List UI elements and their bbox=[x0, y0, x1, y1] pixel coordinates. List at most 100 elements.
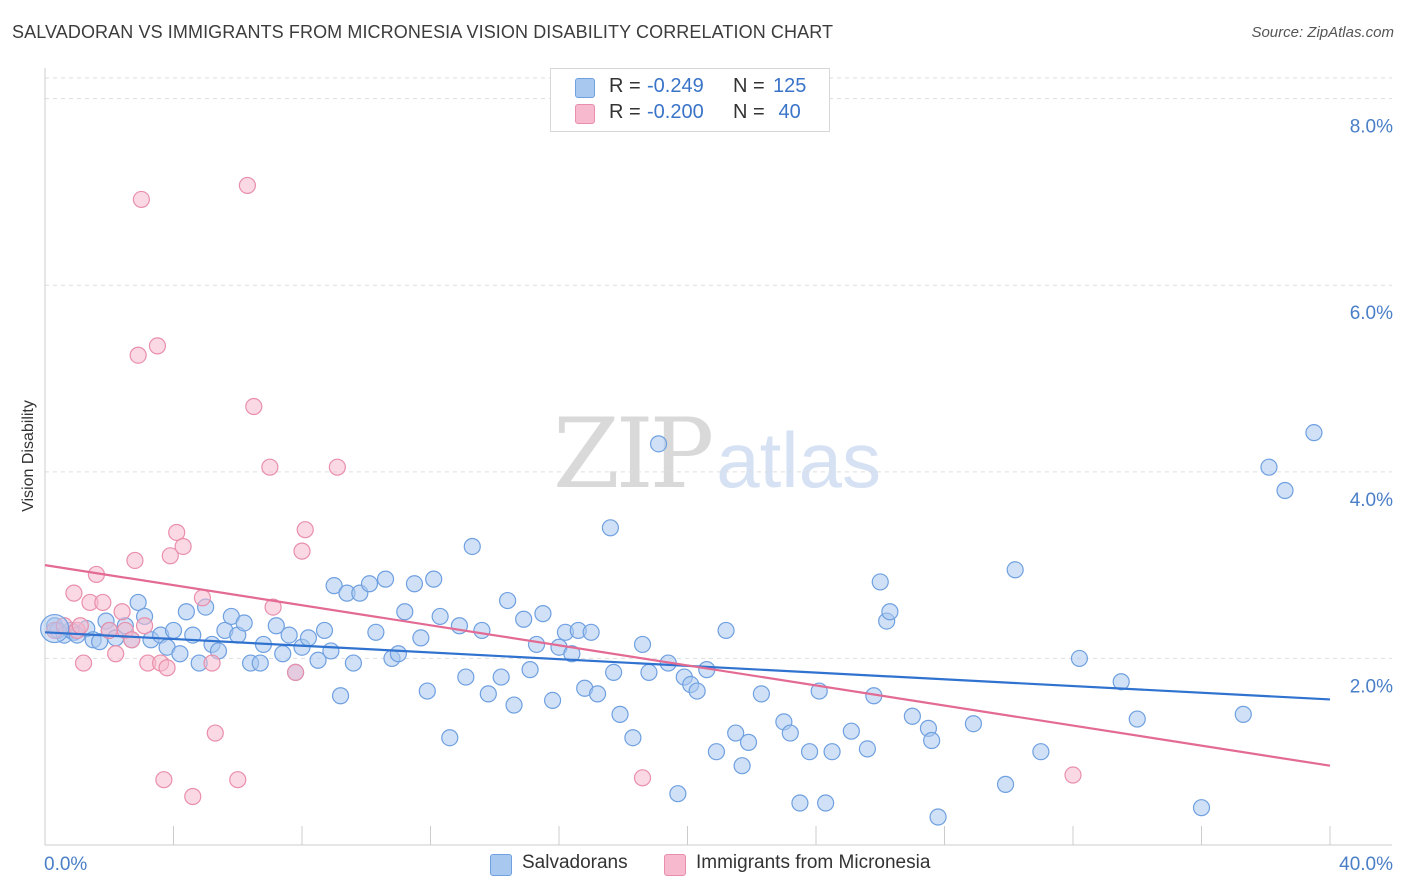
point-salvadorans bbox=[817, 794, 835, 812]
legend-n-value: 125 bbox=[773, 75, 807, 97]
point-micronesia bbox=[168, 523, 186, 542]
point-salvadorans bbox=[1128, 710, 1146, 728]
point-salvadorans bbox=[707, 743, 726, 761]
point-micronesia bbox=[129, 346, 147, 364]
point-micronesia bbox=[74, 654, 93, 672]
legend-swatch-salvadorans bbox=[575, 78, 595, 98]
legend-n-label: N = bbox=[733, 101, 765, 123]
point-salvadorans bbox=[842, 722, 860, 740]
point-salvadorans bbox=[1006, 561, 1024, 579]
point-salvadorans bbox=[309, 651, 327, 669]
point-salvadorans bbox=[367, 623, 385, 641]
grid-lines bbox=[45, 77, 1392, 659]
point-micronesia bbox=[161, 547, 179, 565]
point-salvadorans bbox=[463, 537, 481, 556]
point-micronesia bbox=[132, 190, 150, 209]
legend-swatch-micronesia bbox=[575, 104, 595, 124]
point-micronesia bbox=[174, 537, 192, 556]
point-salvadorans bbox=[1032, 743, 1050, 761]
point-salvadorans bbox=[505, 696, 523, 714]
watermark: ZIPatlas bbox=[553, 398, 881, 510]
point-salvadorans bbox=[881, 603, 899, 621]
point-salvadorans bbox=[588, 685, 607, 703]
series-swatch-micronesia bbox=[664, 854, 686, 876]
trend-line-micronesia bbox=[44, 564, 1331, 767]
y-tick-label: 2.0% bbox=[1350, 676, 1393, 697]
point-salvadorans bbox=[280, 626, 298, 644]
point-salvadorans bbox=[405, 575, 424, 593]
series-legend: Salvadorans Immigrants from Micronesia bbox=[0, 852, 1406, 878]
point-micronesia bbox=[633, 769, 652, 787]
point-salvadorans bbox=[331, 687, 350, 705]
point-micronesia bbox=[113, 603, 131, 621]
point-salvadorans bbox=[800, 743, 819, 761]
point-salvadorans bbox=[235, 614, 253, 632]
point-salvadorans bbox=[91, 633, 109, 651]
point-salvadorans bbox=[823, 743, 841, 761]
point-salvadorans bbox=[251, 654, 269, 672]
legend-r-label: R = bbox=[609, 101, 641, 123]
point-salvadorans bbox=[611, 705, 629, 723]
point-salvadorans bbox=[752, 685, 770, 703]
point-micronesia bbox=[126, 551, 144, 570]
point-salvadorans bbox=[996, 775, 1015, 793]
point-salvadorans bbox=[791, 794, 809, 812]
trend-lines bbox=[44, 564, 1331, 767]
point-salvadorans bbox=[640, 663, 658, 682]
point-micronesia bbox=[328, 458, 346, 476]
series-label-micronesia: Immigrants from Micronesia bbox=[696, 852, 931, 873]
point-salvadorans bbox=[40, 613, 70, 644]
point-salvadorans bbox=[325, 577, 343, 595]
x-tick-label: 40.0% bbox=[1339, 854, 1393, 875]
series-swatch-salvadorans bbox=[490, 854, 512, 876]
point-salvadorans bbox=[441, 729, 459, 747]
point-salvadorans bbox=[473, 621, 491, 640]
watermark-atlas: atlas bbox=[716, 416, 881, 504]
point-salvadorans bbox=[1070, 649, 1089, 668]
point-salvadorans bbox=[903, 707, 921, 725]
point-salvadorans bbox=[299, 629, 318, 647]
point-salvadorans bbox=[412, 629, 430, 647]
point-micronesia bbox=[65, 584, 83, 602]
point-salvadorans bbox=[923, 731, 941, 750]
point-micronesia bbox=[1064, 766, 1082, 784]
point-micronesia bbox=[296, 521, 314, 539]
point-salvadorans bbox=[425, 570, 443, 588]
point-salvadorans bbox=[605, 663, 623, 682]
point-micronesia bbox=[148, 337, 167, 355]
point-micronesia bbox=[158, 659, 176, 677]
point-micronesia bbox=[94, 593, 112, 612]
chart-title: SALVADORAN VS IMMIGRANTS FROM MICRONESIA… bbox=[12, 22, 834, 42]
point-salvadorans bbox=[418, 682, 436, 700]
point-salvadorans bbox=[344, 654, 362, 672]
point-salvadorans bbox=[164, 621, 183, 640]
point-salvadorans bbox=[1276, 481, 1294, 500]
point-salvadorans bbox=[601, 519, 620, 537]
point-micronesia bbox=[107, 645, 125, 663]
point-micronesia bbox=[245, 397, 263, 416]
y-tick-label: 8.0% bbox=[1350, 117, 1393, 138]
point-salvadorans bbox=[457, 668, 475, 686]
point-salvadorans bbox=[733, 757, 751, 775]
point-salvadorans bbox=[376, 570, 395, 588]
legend-n-label: N = bbox=[733, 75, 765, 97]
data-points bbox=[40, 176, 1323, 826]
point-salvadorans bbox=[563, 645, 581, 663]
point-salvadorans bbox=[1192, 799, 1211, 817]
point-salvadorans bbox=[322, 642, 340, 660]
point-salvadorans bbox=[633, 635, 652, 654]
point-salvadorans bbox=[534, 605, 552, 623]
point-micronesia bbox=[206, 724, 224, 742]
point-salvadorans bbox=[389, 645, 407, 663]
point-salvadorans bbox=[871, 573, 889, 591]
point-salvadorans bbox=[1260, 458, 1278, 476]
point-micronesia bbox=[286, 663, 305, 682]
point-salvadorans bbox=[688, 682, 706, 700]
point-micronesia bbox=[261, 458, 279, 476]
point-micronesia bbox=[71, 617, 89, 635]
point-salvadorans bbox=[527, 635, 546, 654]
legend-r-value: -0.249 bbox=[647, 75, 704, 97]
point-salvadorans bbox=[479, 685, 497, 703]
point-micronesia bbox=[203, 654, 221, 672]
